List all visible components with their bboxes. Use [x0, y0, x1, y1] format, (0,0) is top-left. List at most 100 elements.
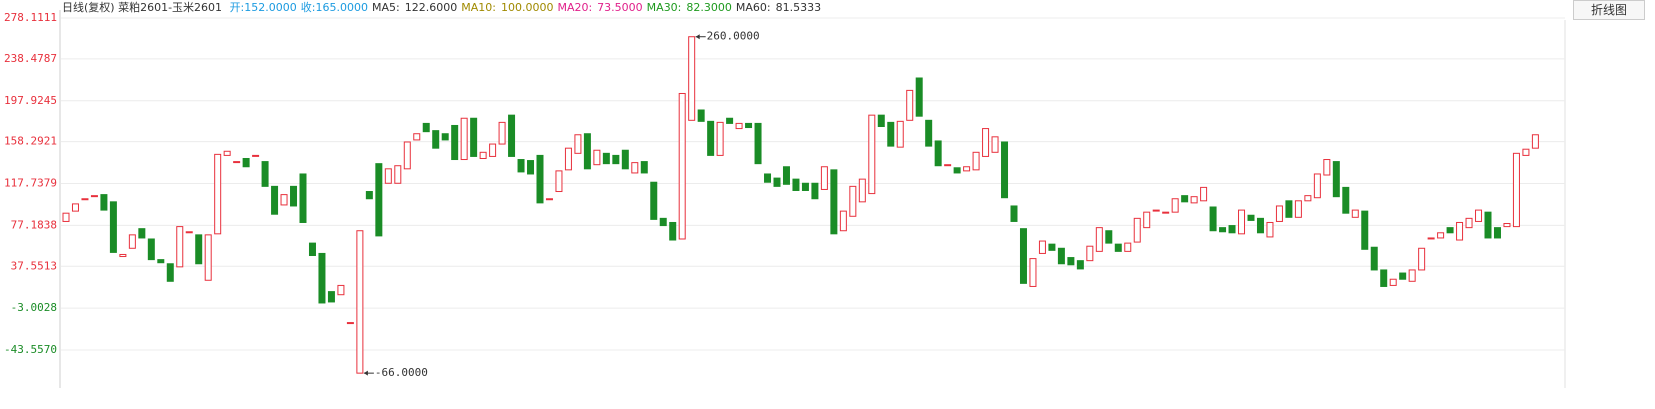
line-chart-button[interactable]: 折线图	[1573, 0, 1645, 20]
info-value: 81.5333	[775, 1, 822, 14]
candle-body	[1086, 245, 1094, 262]
candle-body	[1332, 161, 1340, 198]
candle-body	[1342, 186, 1350, 214]
candle-body	[982, 128, 990, 157]
info-name: MA10:	[461, 1, 496, 14]
y-tick-label: 158.2921	[4, 135, 57, 148]
candle-body	[290, 185, 298, 207]
candle-body	[327, 291, 335, 303]
info-name: MA5:	[372, 1, 400, 14]
candle-body	[337, 284, 345, 296]
candle-body	[62, 212, 70, 222]
candle-body	[868, 114, 876, 195]
chart-subtitle: 菜粕2601-玉米2601	[118, 1, 223, 14]
candle-body	[735, 122, 743, 130]
candle-body	[1418, 247, 1426, 271]
candle-body	[564, 147, 572, 171]
candle-body	[991, 136, 999, 153]
y-tick-label: 197.9245	[4, 94, 57, 107]
y-tick-label: 77.1838	[11, 218, 57, 231]
candle-body	[659, 217, 667, 227]
candle-body	[451, 124, 459, 161]
candle-body	[963, 166, 971, 172]
candle-body	[574, 134, 582, 154]
candle-body	[906, 89, 914, 121]
candle-body	[1247, 214, 1255, 221]
info-item: 收:165.0000	[301, 1, 368, 14]
candle-body	[839, 210, 847, 232]
candle-body	[887, 121, 895, 147]
candle-body	[1124, 242, 1132, 252]
info-item: MA20: 73.5000	[557, 1, 642, 14]
candle-body	[1285, 200, 1293, 218]
candle-body	[1105, 230, 1113, 244]
candle-body	[365, 191, 373, 200]
candle-body	[1256, 217, 1264, 234]
candle-body	[460, 117, 468, 161]
candle-body	[830, 169, 838, 235]
info-item: MA30: 82.3000	[647, 1, 732, 14]
candle-body	[422, 122, 430, 133]
y-tick-label: 278.1111	[4, 11, 57, 24]
candle-body	[631, 162, 639, 174]
candle-body	[612, 154, 620, 165]
candle-body	[1380, 269, 1388, 287]
candle-body	[782, 166, 790, 185]
candle-body	[678, 92, 686, 240]
candle-body	[764, 173, 772, 183]
candle-body	[593, 149, 601, 166]
info-name: MA30:	[646, 1, 682, 14]
candle-body	[508, 114, 516, 157]
candle-body	[1114, 243, 1122, 252]
candle-body	[536, 154, 544, 204]
candle-body	[280, 194, 288, 206]
candle-body	[119, 253, 127, 258]
candle-body	[223, 150, 231, 156]
candle-body	[356, 230, 364, 374]
candle-body	[394, 165, 402, 184]
candle-body	[138, 228, 146, 239]
candle-body	[745, 122, 753, 129]
candle-body	[346, 322, 354, 325]
y-tick-label: 37.5513	[11, 259, 57, 272]
candle-body	[555, 170, 563, 193]
candle-body	[100, 194, 108, 211]
candle-body	[527, 160, 535, 175]
candle-body	[1408, 269, 1416, 282]
candle-body	[1228, 225, 1236, 234]
candle-body	[1181, 195, 1189, 203]
candle-body	[820, 166, 828, 190]
candle-body	[1522, 148, 1530, 156]
candle-body	[1171, 198, 1179, 213]
candle-body	[1048, 243, 1056, 251]
candle-body	[1057, 247, 1065, 265]
candle-body	[1294, 200, 1302, 218]
candle-body	[204, 234, 212, 281]
candle-body	[773, 177, 781, 187]
candle-body	[1456, 221, 1464, 241]
candle-body	[147, 238, 155, 261]
candle-body	[214, 153, 222, 235]
candle-body	[1475, 209, 1483, 222]
candle-body	[915, 77, 923, 117]
candle-body	[669, 221, 677, 241]
candle-body	[1010, 205, 1018, 222]
annotation-label: -66.0000	[375, 366, 428, 379]
candle-body	[707, 120, 715, 156]
info-value: 100.0000	[500, 1, 554, 14]
info-name: MA20:	[557, 1, 593, 14]
candle-body	[81, 198, 89, 201]
candle-body	[801, 182, 809, 191]
candle-body	[754, 122, 762, 165]
candle-body	[90, 195, 98, 198]
candle-body	[71, 203, 79, 212]
candle-body	[896, 120, 904, 148]
candle-body	[1133, 217, 1141, 243]
candle-body	[195, 234, 203, 265]
candle-body	[479, 151, 487, 159]
candle-body	[470, 117, 478, 157]
candle-body	[1389, 278, 1397, 286]
candle-body	[166, 263, 174, 282]
candle-body	[1238, 209, 1246, 235]
